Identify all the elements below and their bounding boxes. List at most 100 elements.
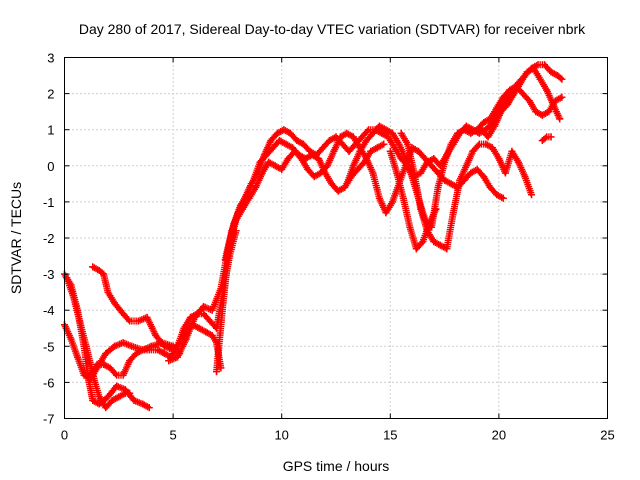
data-point <box>547 68 555 76</box>
data-point <box>447 180 455 188</box>
data-point <box>475 140 483 148</box>
data-point <box>365 126 373 134</box>
data-point <box>108 396 116 404</box>
data-point <box>486 115 494 123</box>
data-point <box>310 173 318 181</box>
data-point <box>415 147 423 155</box>
data-point <box>110 299 118 307</box>
y-tick-label: -1 <box>43 195 55 210</box>
data-point <box>449 209 457 217</box>
x-tick-label: 0 <box>61 428 68 443</box>
series-markers <box>478 64 564 141</box>
data-point <box>454 129 462 137</box>
data-point <box>486 183 494 191</box>
data-point <box>473 165 481 173</box>
data-point <box>493 191 501 199</box>
series-track-12 <box>478 64 564 141</box>
data-point <box>430 238 438 246</box>
data-point <box>74 353 82 361</box>
data-point <box>173 353 181 361</box>
data-point <box>484 133 492 141</box>
data-point <box>554 72 562 80</box>
data-point <box>469 147 477 155</box>
data-point <box>547 133 555 141</box>
data-point <box>382 209 390 217</box>
y-tick-label: 2 <box>47 87 54 102</box>
data-point <box>132 350 140 358</box>
data-point <box>113 382 121 390</box>
data-point <box>200 303 208 311</box>
data-point <box>182 335 190 343</box>
data-point <box>436 241 444 249</box>
data-point <box>517 79 525 87</box>
data-point <box>504 100 512 108</box>
data-point <box>443 245 451 253</box>
data-point <box>391 144 399 152</box>
data-point <box>349 162 357 170</box>
data-point <box>334 187 342 195</box>
data-point <box>499 93 507 101</box>
data-point <box>106 364 114 372</box>
data-point <box>145 404 153 412</box>
data-point <box>95 393 103 401</box>
data-point <box>373 144 381 152</box>
data-point <box>165 357 173 365</box>
data-point <box>219 299 227 307</box>
data-point <box>282 140 290 148</box>
data-point <box>89 263 97 271</box>
data-point <box>467 129 475 137</box>
data-point <box>119 310 127 318</box>
data-point <box>417 169 425 177</box>
y-axis-title: SDTVAR / TECUs <box>8 182 24 294</box>
data-point <box>191 313 199 321</box>
data-point <box>356 147 364 155</box>
data-point <box>213 368 221 376</box>
data-point <box>317 169 325 177</box>
data-point <box>393 169 401 177</box>
x-tick-label: 15 <box>383 428 397 443</box>
data-point <box>358 133 366 141</box>
data-point <box>467 169 475 177</box>
data-point <box>276 137 284 145</box>
data-point <box>160 350 168 358</box>
data-point <box>100 360 108 368</box>
data-point <box>126 389 134 397</box>
data-point <box>375 122 383 130</box>
data-point <box>532 108 540 116</box>
data-point <box>82 342 90 350</box>
data-point <box>421 155 429 163</box>
data-point <box>549 100 557 108</box>
data-point <box>556 115 564 123</box>
data-point <box>126 317 134 325</box>
data-point <box>558 93 566 101</box>
data-point <box>380 140 388 148</box>
data-point <box>113 371 121 379</box>
data-point <box>441 158 449 166</box>
y-tick-label: 0 <box>47 159 54 174</box>
x-tick-label: 5 <box>169 428 176 443</box>
data-point <box>304 165 312 173</box>
data-point <box>280 126 288 134</box>
data-point <box>104 393 112 401</box>
data-point <box>530 64 538 72</box>
data-point <box>273 129 281 137</box>
data-point <box>412 245 420 253</box>
data-point <box>128 342 136 350</box>
data-point <box>247 180 255 188</box>
data-point <box>76 317 84 325</box>
data-point <box>497 108 505 116</box>
data-point <box>378 129 386 137</box>
data-point <box>541 61 549 69</box>
data-point <box>286 129 294 137</box>
data-point <box>195 324 203 332</box>
data-point <box>202 328 210 336</box>
data-point <box>543 86 551 94</box>
data-point <box>538 137 546 145</box>
y-tick-label: -5 <box>43 339 55 354</box>
data-point <box>271 162 279 170</box>
data-point <box>343 180 351 188</box>
data-point <box>208 331 216 339</box>
data-point <box>367 147 375 155</box>
data-point <box>289 144 297 152</box>
